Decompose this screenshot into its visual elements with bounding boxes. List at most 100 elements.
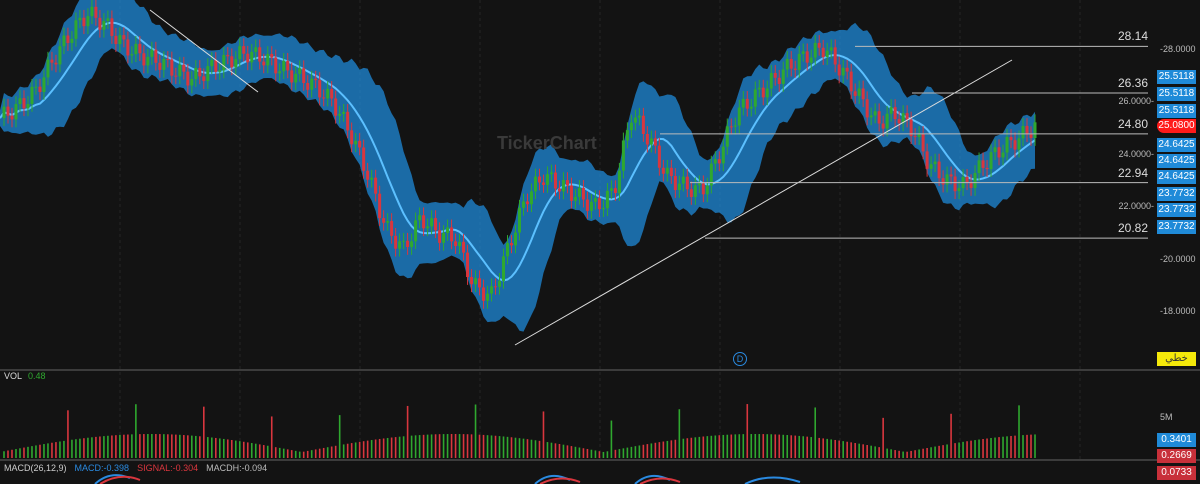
candle-body	[142, 53, 146, 66]
volume-bar	[290, 450, 293, 458]
volume-bar	[758, 434, 761, 458]
volume-bar	[490, 435, 493, 458]
volume-bar	[698, 436, 701, 458]
candle-body	[22, 98, 26, 109]
candle-body	[54, 62, 58, 65]
volume-bar	[39, 444, 41, 458]
volume-bar	[722, 434, 725, 458]
volume-bar	[199, 436, 201, 458]
volume-bar	[47, 443, 49, 458]
volume-bar	[246, 442, 249, 458]
volume-bar	[27, 446, 29, 458]
candle-body	[753, 89, 757, 107]
candle-body	[254, 47, 258, 52]
candle-body	[234, 59, 238, 68]
volume-bar	[590, 449, 593, 458]
volume-bar	[390, 437, 393, 458]
volume-bar	[618, 449, 621, 458]
y-axis-tick: -18.0000	[1160, 306, 1196, 316]
volume-bar	[350, 443, 353, 458]
volume-bar	[638, 445, 641, 458]
volume-bar	[726, 434, 729, 458]
candle-body	[290, 70, 294, 83]
candle-body	[637, 115, 641, 118]
macdh-value: MACDH:-0.094	[206, 463, 268, 473]
volume-bar	[622, 448, 625, 458]
candle-body	[593, 198, 597, 202]
volume-bar	[362, 441, 365, 458]
candle-body	[849, 71, 853, 92]
candle-body	[230, 56, 234, 68]
candle-body	[709, 163, 713, 186]
volume-bar	[774, 434, 777, 458]
candle-body	[945, 174, 949, 185]
dividend-marker[interactable]: D	[733, 352, 747, 366]
candle-body	[701, 183, 705, 195]
candle-body	[765, 88, 769, 98]
candle-body	[202, 76, 206, 82]
volume-bar	[718, 435, 721, 458]
volume-bar	[418, 435, 421, 458]
line-type-tag[interactable]: خطي	[1157, 352, 1196, 366]
candle-body	[86, 16, 90, 27]
candle-body	[386, 221, 390, 223]
volume-bar	[594, 450, 597, 458]
candle-body	[569, 185, 573, 201]
volume-bar	[374, 439, 377, 458]
candle-body	[585, 199, 589, 211]
candle-body	[314, 78, 318, 81]
candle-body	[458, 241, 462, 247]
volume-bar	[994, 437, 996, 458]
candle-body	[210, 60, 214, 67]
volume-bar	[526, 439, 529, 458]
candle-body	[470, 277, 474, 285]
volume-bar	[558, 444, 561, 458]
candle-body	[98, 17, 102, 30]
candle-body	[665, 167, 669, 174]
y-axis-tick: 22.0000-	[1118, 201, 1154, 212]
volume-bar	[878, 447, 880, 458]
candle-body	[841, 67, 845, 76]
candle-body	[889, 107, 893, 114]
candle-body	[525, 201, 529, 205]
volume-bar	[458, 434, 461, 458]
volume-bar	[926, 447, 928, 458]
volume-bar	[15, 449, 17, 458]
candle-body	[266, 54, 270, 66]
candle-body	[705, 185, 709, 195]
candle-body	[989, 152, 993, 170]
volume-bar	[886, 448, 888, 458]
candle-body	[514, 232, 518, 246]
candle-body	[294, 73, 298, 83]
candle-body	[909, 119, 913, 137]
candle-body	[793, 68, 797, 70]
candle-body	[757, 87, 761, 90]
candle-body	[342, 111, 346, 114]
candle-body	[845, 67, 849, 72]
volume-bar	[542, 411, 545, 458]
volume-bar	[258, 444, 261, 458]
volume-bar	[222, 438, 225, 458]
candle-body	[238, 46, 242, 60]
candle-body	[462, 241, 466, 253]
candle-body	[717, 159, 721, 164]
volume-bar	[686, 438, 689, 458]
fib-level-label: 20.82	[1118, 221, 1149, 236]
volume-bar	[898, 450, 900, 458]
candle-body	[318, 80, 322, 98]
volume-bar	[155, 434, 157, 458]
candle-body	[733, 125, 737, 127]
volume-bar	[754, 434, 757, 458]
volume-bar	[378, 438, 381, 458]
volume-bar	[562, 444, 565, 458]
watermark: TickerChart	[497, 133, 597, 153]
volume-bar	[646, 444, 649, 458]
candle-body	[226, 54, 230, 57]
candle-body	[601, 208, 605, 210]
candle-body	[490, 286, 494, 294]
volume-bar	[990, 438, 992, 458]
volume-bar	[970, 440, 972, 458]
candle-body	[106, 18, 110, 22]
